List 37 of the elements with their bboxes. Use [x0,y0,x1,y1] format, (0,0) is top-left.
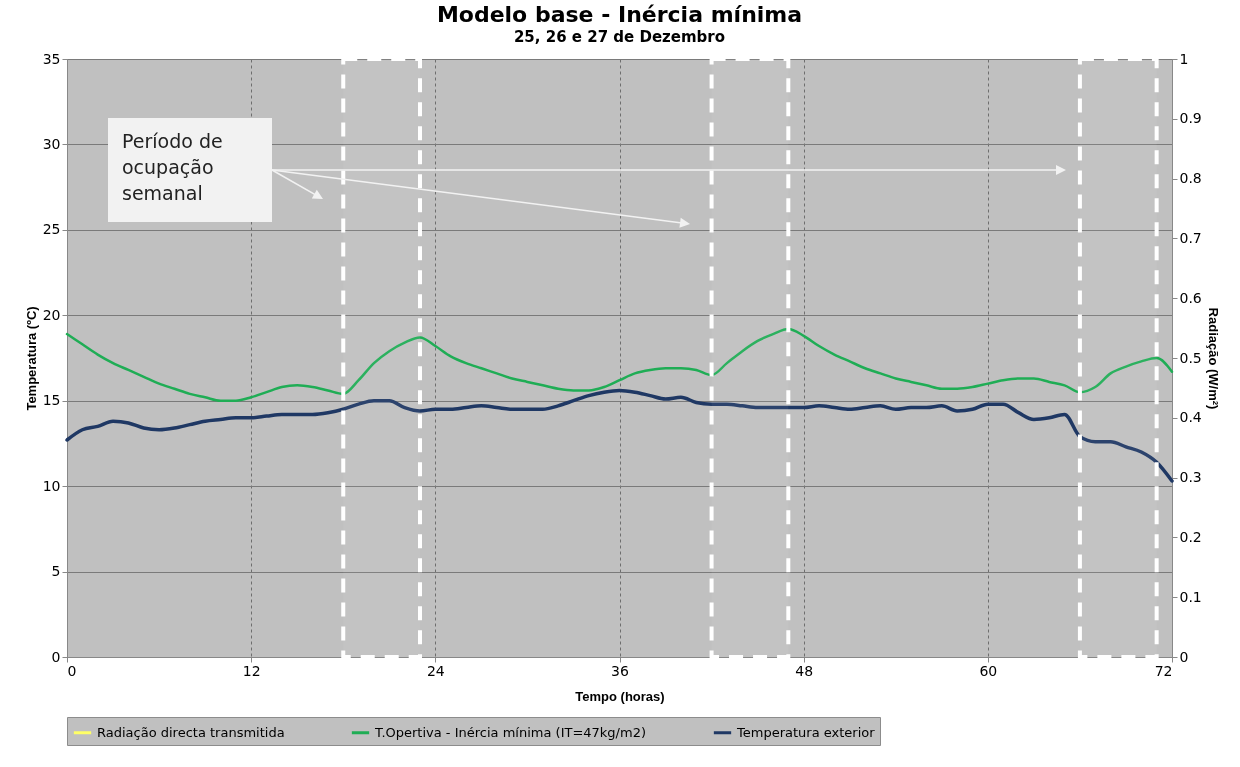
y2-tick-label: 0.2 [1179,528,1202,545]
x-tick-label: 12 [242,662,261,679]
line-series [65,327,1174,402]
chart-title: Modelo base - Inércia mínima [436,2,803,27]
x-tick-label: 24 [426,662,445,679]
x-tick-label: 48 [795,662,814,679]
callout-box: Período de ocupação semanal [108,118,272,222]
legend-label: Radiação directa transmitida [97,724,285,740]
y2-tick-label: 0.1 [1179,588,1202,605]
y2-tick-label: 0.5 [1179,349,1202,366]
y-tick-label: 15 [42,392,61,409]
y-tick-label: 0 [51,648,61,665]
y-tick-label: 20 [42,306,61,323]
y2-tick-label: 0.3 [1179,469,1202,486]
line-series [65,388,1174,483]
legend-label: T.Opertiva - Inércia mínima (IT=47kg/m2) [374,724,647,740]
y2-tick-label: 0.8 [1179,170,1202,187]
x-tick-label: 0 [67,662,77,679]
legend-label: Temperatura exterior [736,724,876,740]
y2-tick-label: 0.4 [1179,409,1202,426]
y-tick-label: 30 [42,135,61,152]
y-tick-label: 35 [42,50,61,67]
y-tick-label: 25 [42,221,61,238]
y2-axis-title: Radiação (W/m²) [1205,307,1221,410]
x-axis-title: Tempo (horas) [575,688,665,704]
y2-tick-label: 0.6 [1179,289,1202,306]
y2-tick-label: 0.9 [1179,110,1202,127]
x-tick-label: 72 [1154,662,1173,679]
x-tick-label: 60 [979,662,998,679]
y-axis-title: Temperatura (ºC) [23,306,39,411]
y2-tick-label: 0 [1179,648,1189,665]
chart-subtitle: 25, 26 e 27 de Dezembro [513,28,726,46]
y-tick-label: 5 [51,563,61,580]
x-tick-label: 36 [611,662,629,679]
y2-tick-label: 0.7 [1179,229,1202,246]
y2-tick-label: 1 [1179,50,1189,67]
y-tick-label: 10 [42,477,61,494]
